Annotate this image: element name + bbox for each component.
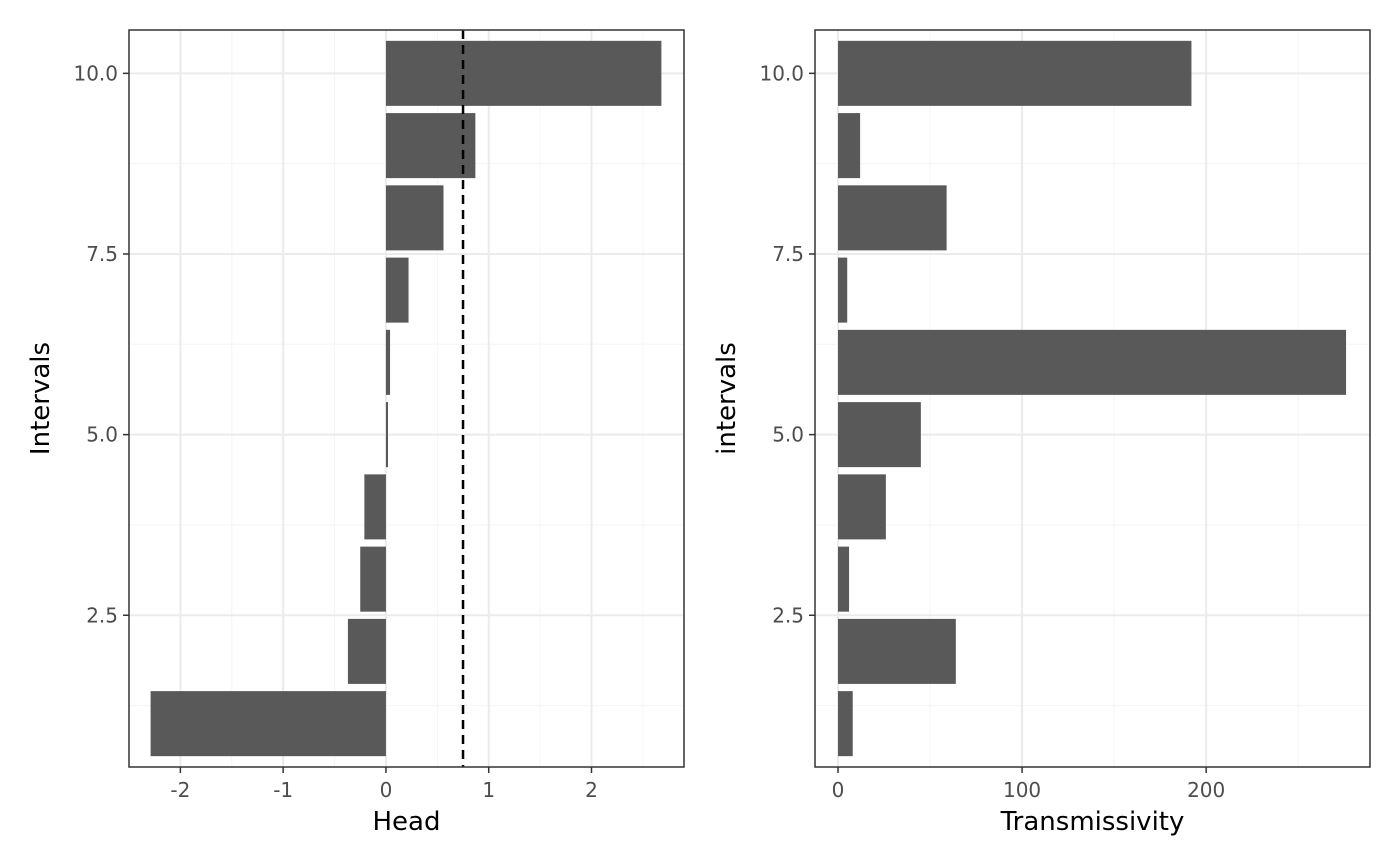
bar [838, 546, 850, 612]
panel-border [128, 29, 685, 768]
x-tick-label: 1 [482, 778, 495, 802]
y-tick-label: 7.5 [86, 242, 118, 266]
bar [364, 474, 386, 540]
bar [838, 474, 886, 540]
x-axis-title: Transmissivity [1000, 807, 1185, 837]
bar [838, 618, 956, 684]
x-tick-label: 100 [1003, 778, 1041, 802]
x-tick-label: 0 [380, 778, 393, 802]
bar [385, 402, 388, 468]
bar [838, 691, 853, 757]
y-tick-label: 5.0 [86, 423, 118, 447]
bar [385, 40, 662, 106]
bar [838, 257, 848, 323]
y-tick-label: 2.5 [86, 603, 118, 627]
bar [360, 546, 386, 612]
bar [838, 329, 1347, 395]
bar [385, 113, 476, 179]
y-tick-label: 7.5 [772, 242, 804, 266]
y-tick-label: 2.5 [772, 603, 804, 627]
y-tick-label: 5.0 [772, 423, 804, 447]
x-tick-label: 0 [832, 778, 845, 802]
x-tick-label: 2 [585, 778, 598, 802]
bar [385, 185, 444, 251]
bar [838, 40, 1192, 106]
bar [838, 113, 861, 179]
bar [385, 257, 409, 323]
x-tick-label: 200 [1187, 778, 1225, 802]
x-tick-label: -1 [273, 778, 293, 802]
head-panel: -2 -1 0 1 2 2.5 5.0 7.5 10.0 Head Intervals [26, 29, 685, 837]
bar [838, 185, 947, 251]
y-tick-label: 10.0 [73, 61, 118, 85]
bar [385, 329, 391, 395]
panel-border [814, 29, 1371, 768]
y-axis-title: Intervals [26, 342, 56, 455]
bar [150, 691, 386, 757]
bar [838, 402, 921, 468]
transmissivity-panel: 0 100 200 2.5 5.0 7.5 10.0 Transmissivity interv… [712, 29, 1371, 837]
y-tick-label: 10.0 [759, 61, 804, 85]
y-axis-title: intervals [712, 342, 742, 455]
x-tick-label: -2 [170, 778, 190, 802]
bar [347, 618, 386, 684]
x-axis-title: Head [373, 807, 441, 837]
